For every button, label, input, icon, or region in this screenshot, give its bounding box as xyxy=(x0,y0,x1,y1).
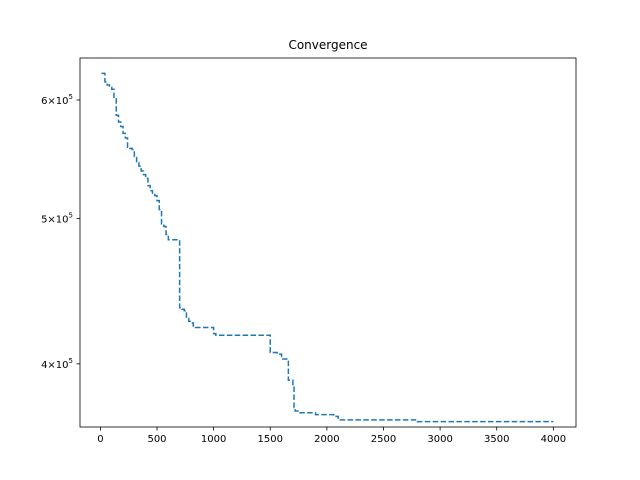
x-axis: 0 500 1000 1500 2000 2500 3000 3500 4000 xyxy=(97,427,566,445)
x-tick-label-500: 500 xyxy=(147,434,166,445)
plot-frame xyxy=(79,57,577,428)
chart-title: Convergence xyxy=(288,38,367,52)
x-tick-label-1000: 1000 xyxy=(201,434,226,445)
x-tick-label-3500: 3500 xyxy=(484,434,509,445)
x-tick-label-3000: 3000 xyxy=(427,434,452,445)
x-tick-label-2500: 2500 xyxy=(371,434,396,445)
series-layer xyxy=(101,72,554,423)
y-axis: 4×105 5×105 6×105 xyxy=(41,93,80,371)
x-tick-label-1500: 1500 xyxy=(258,434,283,445)
plot-area xyxy=(80,58,576,427)
y-tick-label-500000: 5×105 xyxy=(41,212,73,226)
y-tick-label-400000: 4×105 xyxy=(41,357,73,371)
y-tick-label-600000: 6×105 xyxy=(41,93,73,107)
x-tick-label-4000: 4000 xyxy=(541,434,566,445)
series-line-0 xyxy=(101,72,554,423)
x-tick-label-0: 0 xyxy=(97,434,103,445)
x-tick-label-2000: 2000 xyxy=(314,434,339,445)
